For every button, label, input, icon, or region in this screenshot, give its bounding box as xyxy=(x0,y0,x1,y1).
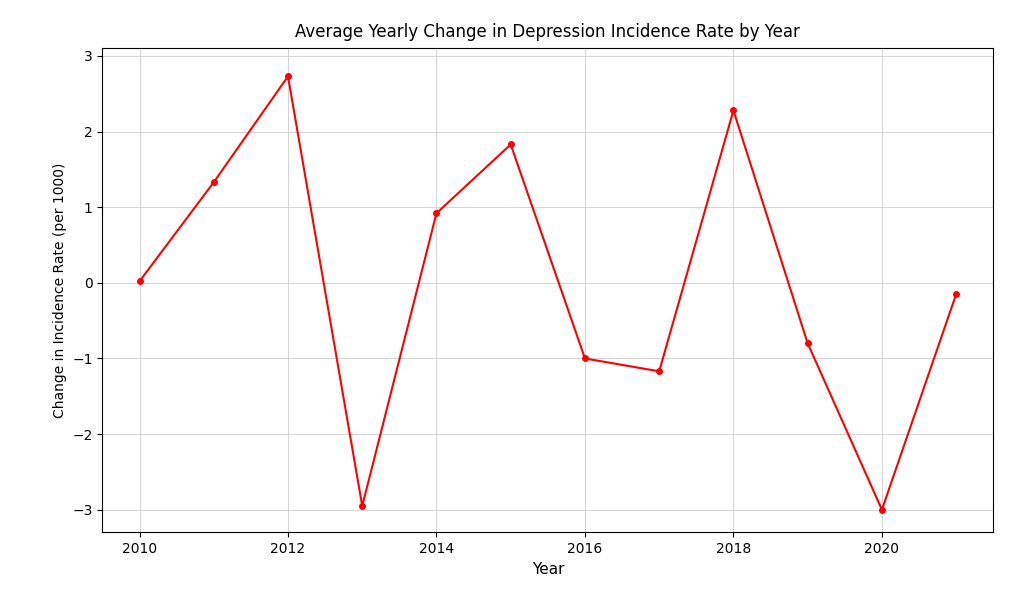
Y-axis label: Change in Incidence Rate (per 1000): Change in Incidence Rate (per 1000) xyxy=(52,163,67,418)
Title: Average Yearly Change in Depression Incidence Rate by Year: Average Yearly Change in Depression Inci… xyxy=(295,23,801,41)
X-axis label: Year: Year xyxy=(531,561,564,577)
